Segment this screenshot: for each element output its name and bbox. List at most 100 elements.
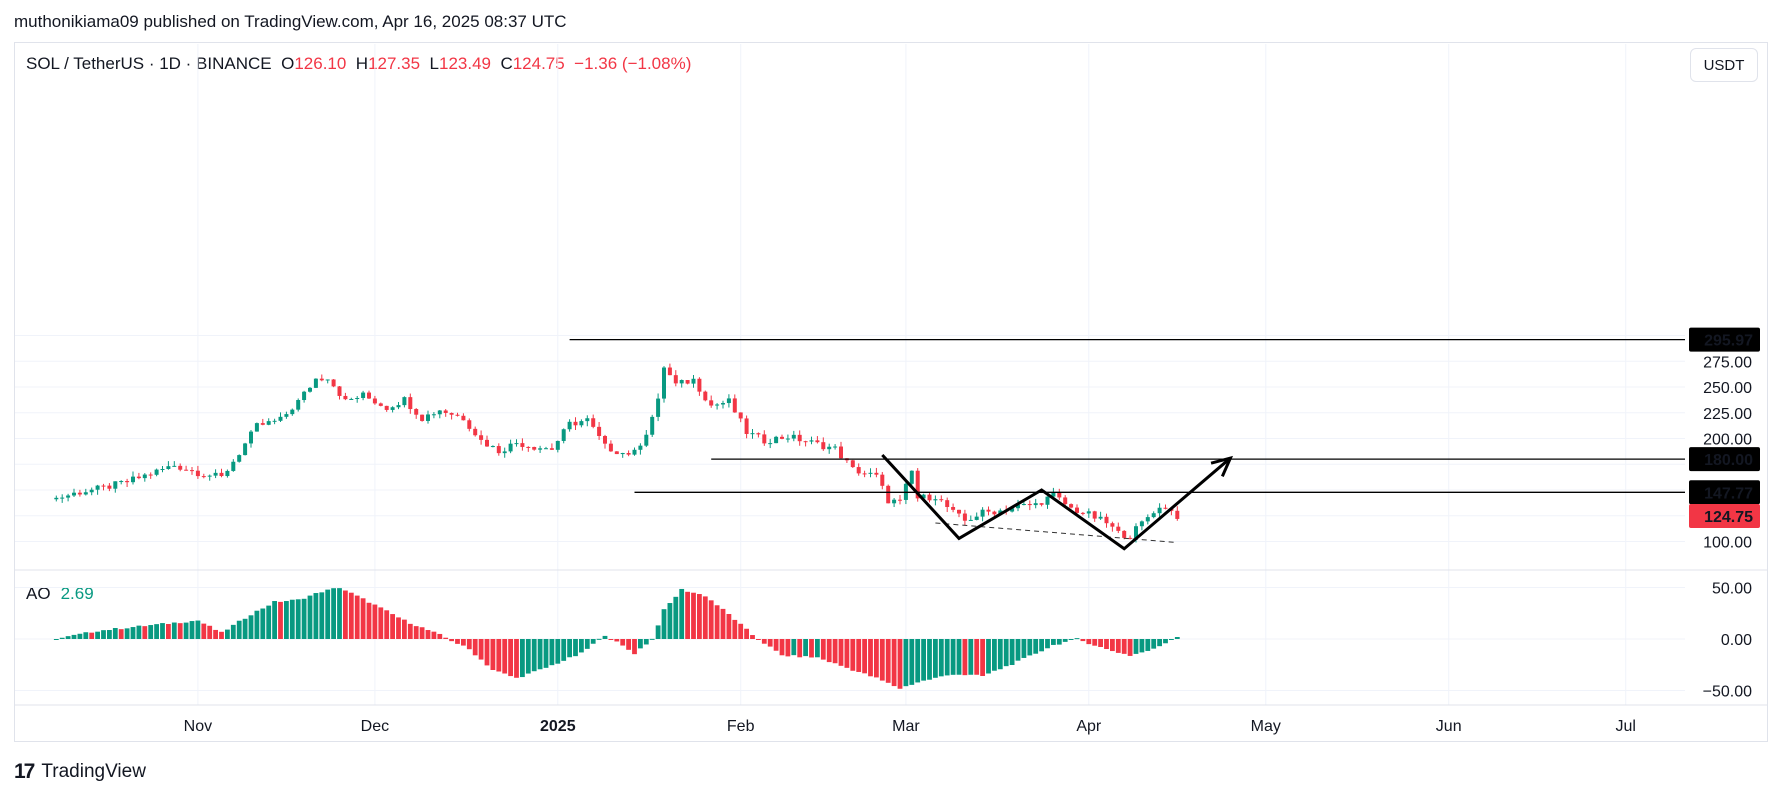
candle-body [868,472,873,474]
candle-body [520,443,525,447]
ao-bar [803,639,808,657]
breakout-arrow-head [1210,455,1234,477]
candle-body [939,499,944,501]
ao-bar [685,591,690,639]
ao-bar [225,629,230,639]
tradingview-footer[interactable]: 17 TradingView [14,760,146,784]
candle-body [921,494,926,499]
candle-body [951,507,956,510]
ao-bar [838,639,844,666]
candle-body [72,492,76,496]
ao-bar [1092,639,1098,646]
open-value: 126.10 [294,54,347,73]
ao-bar [1163,639,1168,644]
candle-body [361,392,366,398]
ao-bar [177,623,183,639]
candle-body [1039,503,1044,505]
candle-body [172,465,177,467]
ao-bar [319,592,325,639]
ao-bar [390,614,395,639]
ao-bar [419,627,425,639]
candle-body [898,499,902,501]
ao-bar [71,634,77,639]
ao-bar [502,639,508,674]
ao-bar [378,607,384,639]
candle-body [420,414,425,421]
ao-bar [921,639,926,681]
ao-bar [1027,639,1033,656]
ao-bar [815,639,820,658]
currency-unit-button[interactable]: USDT [1690,48,1758,82]
candle-body [431,414,436,416]
ao-bar [348,592,354,639]
candle-body [207,475,212,477]
ao-bar [154,624,159,639]
candle-body [166,466,171,469]
candle-body [219,472,224,477]
candle-body [473,428,478,436]
ao-bar [325,589,331,639]
candle-body [915,470,920,499]
candle-body [1175,510,1180,519]
candle-body [402,397,407,406]
ao-bar [449,639,454,642]
publisher-line: muthonikiama09 published on TradingView.… [14,12,567,31]
ao-bar [561,639,567,661]
symbol-name[interactable]: SOL / TetherUS · 1D · BINANCE [26,54,272,73]
candle-body [1092,511,1097,519]
ao-bar [1121,639,1127,654]
price-label-box-2 [1689,480,1760,505]
candle-body [378,403,383,406]
candle-body [791,434,796,439]
ao-bar [101,630,106,639]
candle-body [957,509,961,514]
candle-body [968,519,973,521]
ao-bar [195,620,201,639]
indicator-name[interactable]: AO [26,584,51,603]
ao-bar [248,615,254,639]
candle-body [579,421,584,426]
ao-bar [307,595,313,639]
ao-bar [254,610,260,639]
ao-bar [112,628,118,639]
candle-body [449,412,454,415]
candle-body [254,423,259,432]
candle-body [1075,507,1079,513]
candle-body [667,367,672,376]
candle-body [178,465,183,470]
ao-bar [1039,639,1044,652]
candle-body [296,400,301,410]
ao-bar [608,639,614,640]
candle-body [372,398,377,404]
ao-bar [927,639,932,680]
candle-body [549,448,554,450]
candle-body [803,441,808,443]
time-tick-label-3: Feb [727,718,755,735]
candle-body [325,379,330,381]
candle-body [856,467,861,474]
ao-bar [614,639,620,642]
candle-body [83,492,88,495]
candle-body [691,378,696,384]
candle-body [880,474,885,486]
time-tick-label-1: Dec [361,718,389,735]
ao-tick-label-1: 0.00 [1721,632,1752,649]
ao-bar [590,639,596,644]
ao-bar [974,639,980,675]
ao-bar [856,639,862,672]
close-value: 124.75 [512,54,565,73]
ao-bar [65,636,71,639]
candle-body [679,380,684,384]
candle-body [756,433,761,435]
ao-bar [1021,639,1027,658]
indicator-legend: AO 2.69 [26,584,94,604]
time-tick-label-5: Apr [1076,718,1102,735]
ao-bar [407,623,413,639]
candle-body [160,468,165,470]
candle-body [850,460,855,468]
ao-bar [236,620,242,639]
candle-body [1116,526,1121,531]
candle-body [561,429,566,441]
ao-bar [702,596,708,639]
